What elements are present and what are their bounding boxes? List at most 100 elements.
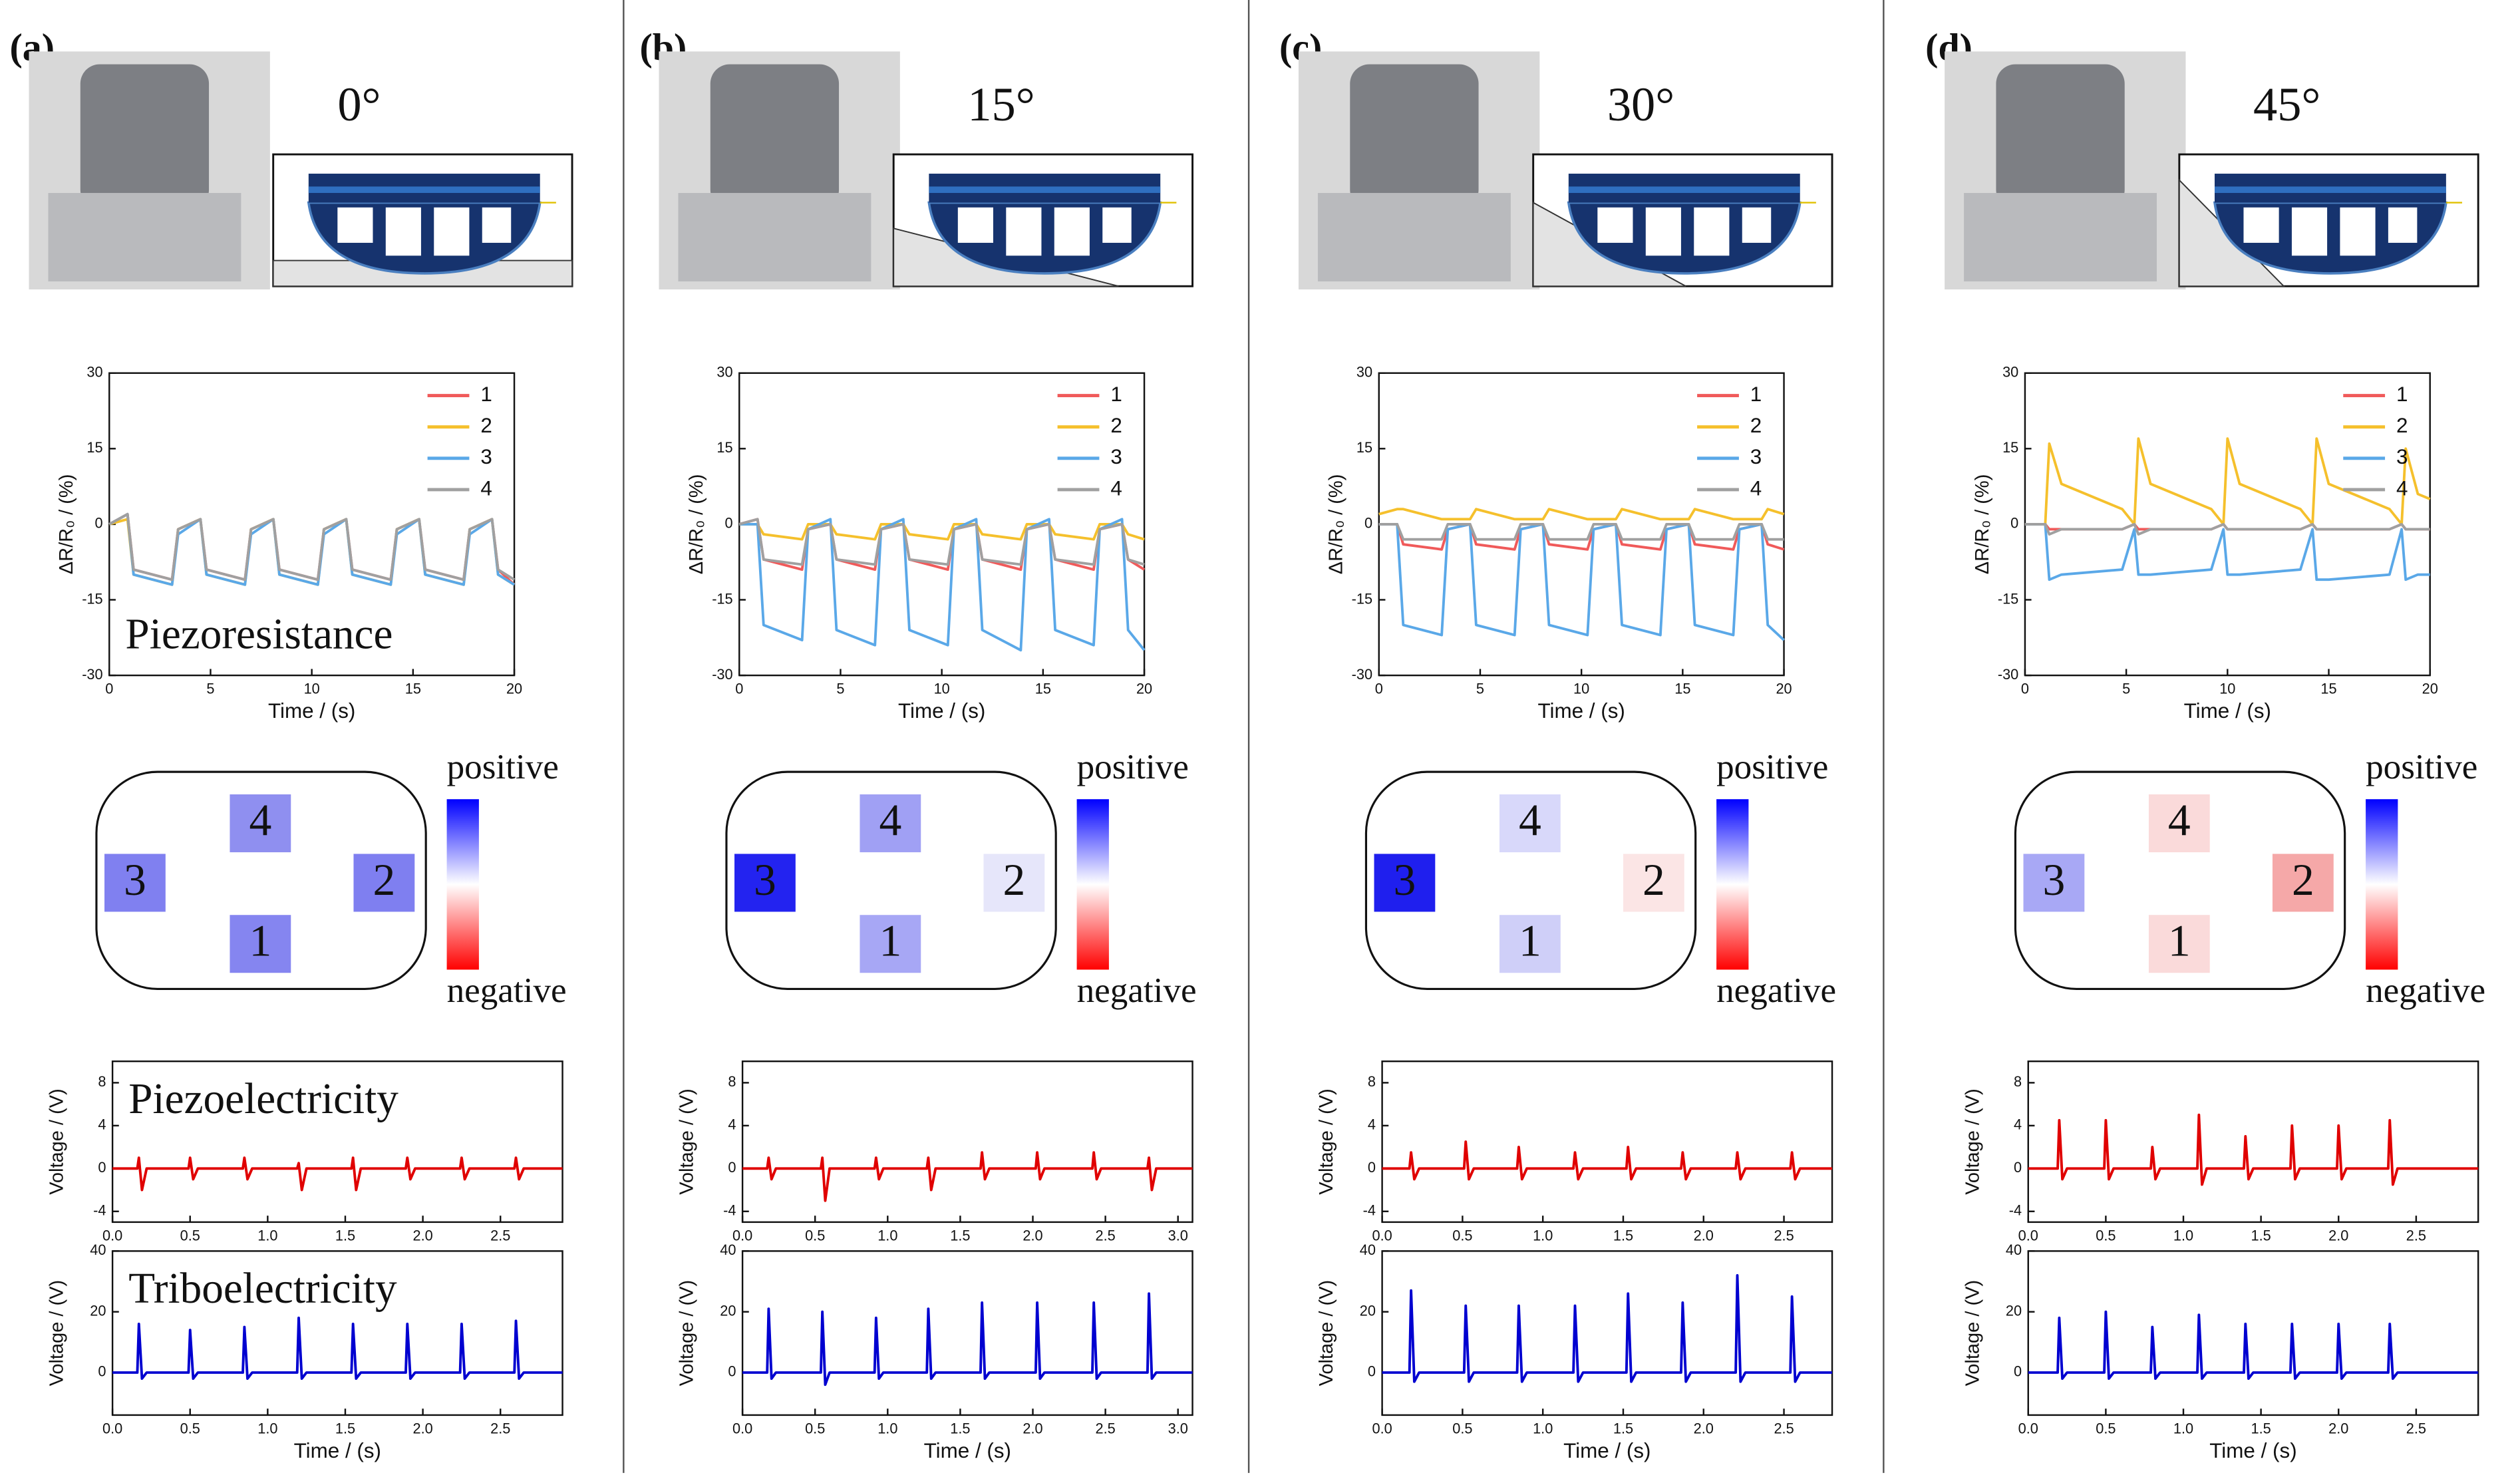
y-tick-label: 4 — [1368, 1116, 1376, 1133]
x-tick-label: 0.5 — [180, 1227, 200, 1243]
y-tick-label: 8 — [98, 1073, 106, 1090]
x-tick-label: 5 — [206, 681, 214, 697]
x-tick-label: 15 — [405, 681, 421, 697]
x-tick-label: 10 — [304, 681, 320, 697]
sensor-label: 3 — [2043, 855, 2066, 905]
x-tick-label: 0.0 — [102, 1420, 122, 1436]
y-axis-label: ΔR/R₀ / (%) — [56, 474, 77, 575]
sensor-cell — [104, 854, 166, 912]
annotation: Triboelectricity — [128, 1265, 397, 1313]
legend-label: 4 — [1750, 476, 1762, 500]
sensor-stripe — [2214, 186, 2446, 194]
y-tick-label: 4 — [98, 1116, 106, 1133]
sensor-window — [2291, 207, 2328, 256]
sensor-cell — [860, 915, 921, 973]
sensor-window — [1645, 207, 1681, 256]
x-tick-label: 0.0 — [732, 1420, 752, 1436]
y-tick-label: 0 — [728, 1363, 736, 1380]
x-tick-label: 0.0 — [1372, 1420, 1392, 1436]
x-tick-label: 1.5 — [335, 1227, 355, 1243]
x-tick-label: 0.5 — [2096, 1420, 2116, 1436]
angle-label: 30° — [1607, 77, 1674, 131]
data-line — [1378, 508, 1785, 521]
sensor-label: 1 — [2168, 916, 2191, 966]
y-tick-label: -30 — [1998, 666, 2018, 683]
sensor-cell — [734, 854, 796, 912]
y-axis-label: Voltage / (V) — [1316, 1088, 1337, 1195]
x-tick-label: 0.5 — [805, 1420, 825, 1436]
y-tick-label: 0 — [2014, 1363, 2022, 1380]
x-axis-label: Time / (s) — [268, 699, 355, 723]
sensor-window — [482, 207, 512, 243]
x-tick-label: 0.5 — [180, 1420, 200, 1436]
sensor-cell — [2148, 915, 2210, 973]
legend-label: 2 — [480, 414, 492, 437]
x-tick-label: 1.5 — [1613, 1227, 1633, 1243]
x-tick-label: 15 — [2320, 681, 2336, 697]
data-line — [742, 1292, 1193, 1387]
annotation: Piezoelectricity — [128, 1075, 398, 1123]
y-tick-label: 0 — [1368, 1159, 1376, 1176]
y-tick-label: 4 — [728, 1116, 736, 1133]
plot-frame — [2027, 1060, 2479, 1224]
data-line — [2024, 437, 2431, 526]
sensor-stripe — [929, 186, 1161, 194]
sensor-outline — [1364, 770, 1697, 990]
plot-frame — [2027, 1250, 2479, 1416]
x-tick-label: 1.5 — [2251, 1420, 2271, 1436]
sensor-window — [1597, 207, 1633, 243]
sensor-label: 2 — [1643, 855, 1665, 905]
y-tick-label: 40 — [2006, 1241, 2022, 1258]
sensor-label: 4 — [2168, 795, 2191, 845]
colorbar — [1076, 799, 1109, 970]
x-tick-label: 2.5 — [1096, 1227, 1116, 1243]
x-tick-label: 0 — [1375, 681, 1383, 697]
sensor-label: 2 — [2292, 855, 2314, 905]
y-tick-label: 8 — [1368, 1073, 1376, 1090]
sensor-label: 3 — [754, 855, 776, 905]
sensor-cell — [230, 915, 291, 973]
data-line — [112, 1156, 563, 1192]
y-tick-label: 0 — [95, 515, 103, 532]
y-tick-label: 0 — [98, 1363, 106, 1380]
sensor-cell — [1499, 915, 1561, 973]
x-tick-label: 0.0 — [2018, 1420, 2038, 1436]
legend-label: 4 — [1110, 476, 1122, 500]
x-tick-label: 2.5 — [490, 1227, 510, 1243]
x-tick-label: 0 — [105, 681, 113, 697]
sensor-cell — [860, 794, 921, 852]
sensor-cell — [2148, 794, 2210, 852]
y-axis-label: ΔR/R₀ / (%) — [1326, 474, 1347, 575]
data-line — [108, 512, 516, 581]
x-tick-label: 0.5 — [1452, 1420, 1472, 1436]
data-line — [1378, 522, 1785, 641]
sensor-label: 2 — [1003, 855, 1025, 905]
photo-detail — [710, 64, 840, 210]
data-line — [1378, 522, 1784, 541]
sensor-window — [1006, 207, 1042, 256]
sensor-window — [385, 207, 421, 256]
sensor-stripe — [1568, 186, 1800, 194]
y-tick-label: 30 — [2002, 363, 2018, 380]
photo-detail — [678, 193, 871, 281]
legend-label: 4 — [480, 476, 492, 500]
y-tick-label: 4 — [2014, 1116, 2022, 1133]
legend-label: 4 — [2396, 476, 2408, 500]
angle-label: 0° — [337, 77, 381, 131]
x-tick-label: 1.0 — [2173, 1227, 2193, 1243]
plot-frame — [738, 372, 1146, 677]
colorbar — [1716, 799, 1749, 970]
x-tick-label: 20 — [2422, 681, 2438, 697]
sensor-outline — [95, 770, 427, 990]
x-axis-label: Time / (s) — [2184, 699, 2271, 723]
colorbar-top-label: positive — [1077, 748, 1189, 786]
y-tick-label: 20 — [720, 1302, 736, 1319]
x-tick-label: 0.0 — [732, 1227, 752, 1243]
sensor-label: 1 — [879, 916, 901, 966]
sensor-window — [434, 207, 470, 256]
y-tick-label: 40 — [90, 1241, 106, 1258]
y-axis-label: Voltage / (V) — [1962, 1280, 1983, 1387]
y-tick-label: 0 — [1368, 1363, 1376, 1380]
sensor-stripe — [308, 186, 540, 194]
sensor-window — [1742, 207, 1772, 243]
